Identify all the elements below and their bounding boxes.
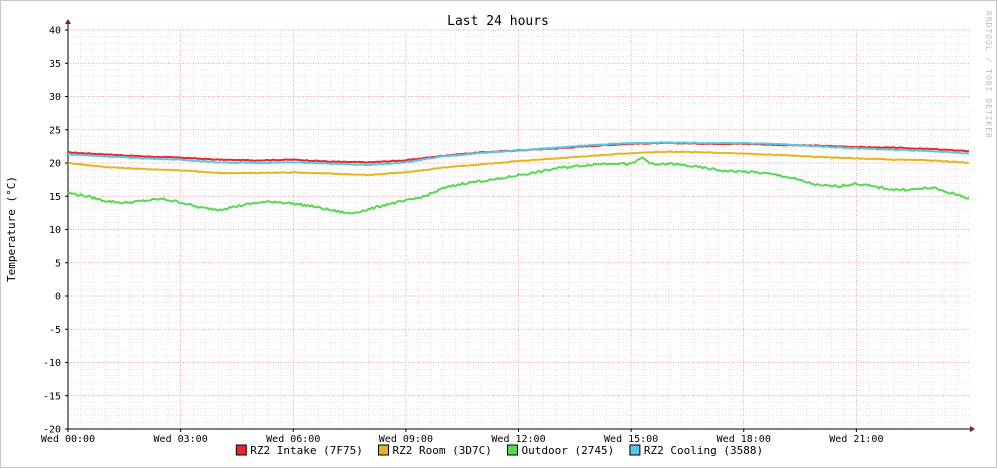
y-tick-label: -20 (43, 425, 61, 436)
legend-swatch (629, 444, 641, 456)
legend-label: RZ2 Cooling (3588) (644, 444, 763, 457)
y-axis-arrow (65, 19, 71, 24)
y-tick-label: -15 (43, 391, 61, 402)
x-tick-label: Wed 12:00 (491, 434, 545, 445)
legend-label: RZ2 Intake (7F75) (250, 444, 363, 457)
y-tick-label: 30 (49, 92, 61, 103)
rrdtool-watermark: RRDTOOL / TOBI OETIKER (984, 11, 993, 139)
legend-label: Outdoor (2745) (522, 444, 615, 457)
legend-label: RZ2 Room (3D7C) (393, 444, 492, 457)
x-tick-label: Wed 00:00 (41, 434, 95, 445)
legend: RZ2 Intake (7F75) RZ2 Room (3D7C) Outdoor … (235, 444, 763, 457)
legend-swatch (507, 444, 518, 456)
y-tick-label: 40 (49, 26, 61, 37)
x-tick-label: Wed 18:00 (717, 434, 771, 445)
y-tick-label: 0 (55, 292, 61, 303)
x-tick-label: Wed 21:00 (829, 434, 883, 445)
y-tick-label: -5 (49, 325, 61, 336)
x-tick-label: Wed 03:00 (154, 434, 208, 445)
y-tick-label: 15 (49, 192, 61, 203)
series-line-1 (67, 150, 969, 177)
y-tick-label: 25 (49, 125, 61, 136)
x-axis-arrow (970, 426, 975, 432)
series-line-2 (67, 156, 970, 215)
x-tick-label: Wed 06:00 (266, 434, 320, 445)
x-tick-label: Wed 09:00 (379, 434, 433, 445)
legend-swatch (378, 444, 389, 456)
legend-swatch (235, 444, 247, 456)
y-tick-label: 10 (49, 225, 61, 236)
series-line-3 (68, 141, 970, 167)
y-axis-label: Temperature (°C) (5, 176, 18, 282)
x-tick-label: Wed 15:00 (604, 434, 658, 445)
y-tick-label: 5 (55, 258, 61, 269)
grid (67, 29, 969, 430)
y-tick-label: -10 (43, 358, 61, 369)
y-tick-label: 35 (49, 59, 61, 70)
chart-title: Last 24 hours (447, 14, 549, 29)
y-tick-label: 20 (49, 159, 61, 170)
series-lines (67, 141, 970, 215)
